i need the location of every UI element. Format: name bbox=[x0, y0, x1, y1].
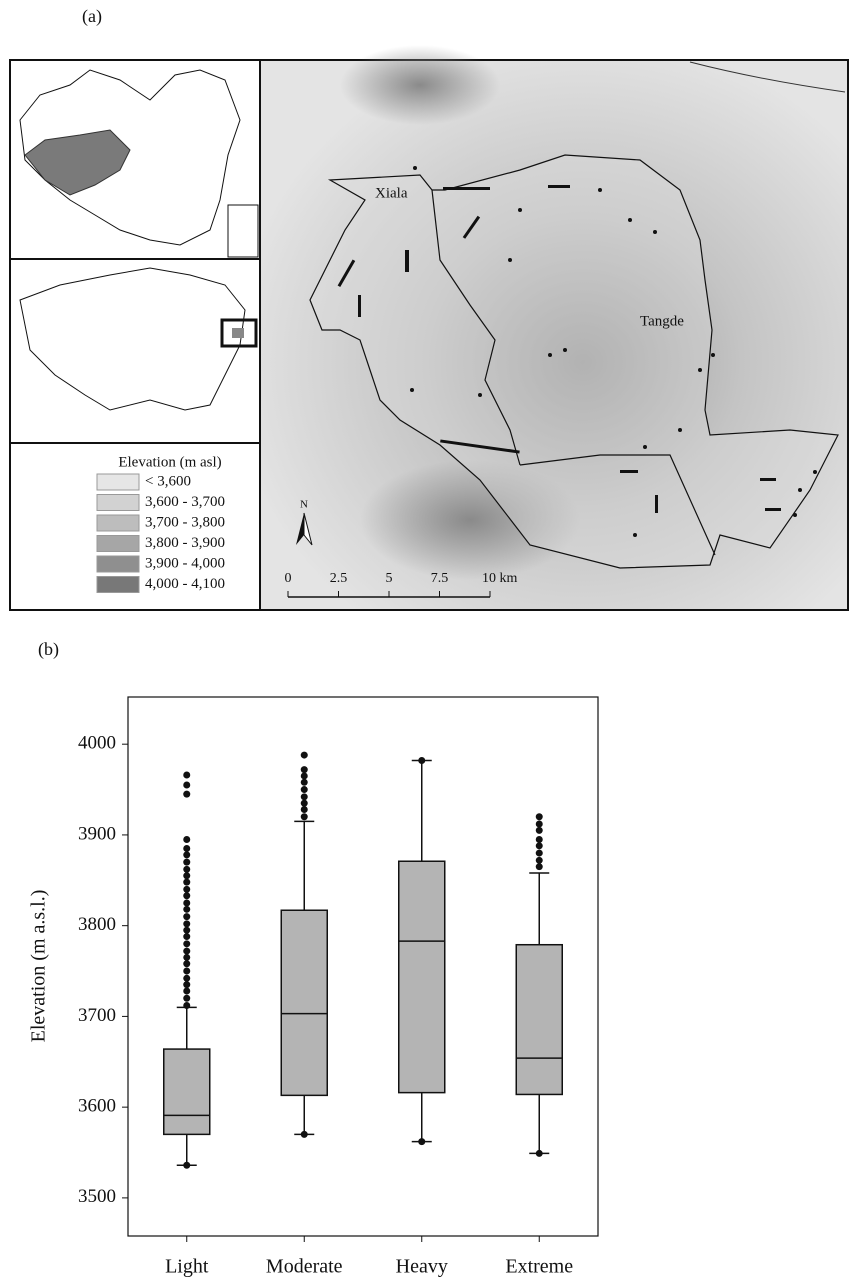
outlier bbox=[183, 886, 190, 893]
legend-label: 3,900 - 4,000 bbox=[145, 555, 225, 571]
outlier bbox=[183, 845, 190, 852]
outlier bbox=[183, 772, 190, 779]
outlier bbox=[301, 800, 308, 807]
outlier bbox=[183, 988, 190, 995]
x-tick-label: Extreme bbox=[505, 1256, 573, 1278]
legend-title: Elevation (m asl) bbox=[118, 454, 221, 470]
outlier bbox=[536, 857, 543, 864]
y-tick-label: 3800 bbox=[78, 914, 116, 935]
outlier bbox=[301, 752, 308, 759]
outlier bbox=[183, 948, 190, 955]
legend-swatch bbox=[97, 556, 139, 572]
scale-label: 2.5 bbox=[330, 571, 348, 586]
legend-swatch bbox=[97, 495, 139, 511]
x-tick-label: Heavy bbox=[396, 1256, 448, 1278]
legend-label: 4,000 - 4,100 bbox=[145, 576, 225, 592]
box bbox=[281, 910, 327, 1095]
y-tick-label: 3600 bbox=[78, 1096, 116, 1117]
region-label: Tangde bbox=[640, 313, 684, 329]
figure: (a) (b) Xiala Tangde N 02.557.510 bbox=[0, 0, 849, 1286]
scale-label: 0 bbox=[285, 571, 292, 586]
scale-label: 10 km bbox=[482, 571, 518, 586]
outlier bbox=[183, 836, 190, 843]
box bbox=[164, 1049, 210, 1134]
outlier bbox=[536, 842, 543, 849]
outlier bbox=[183, 866, 190, 873]
legend-swatch bbox=[97, 474, 139, 490]
outlier bbox=[536, 827, 543, 834]
outlier bbox=[183, 960, 190, 967]
outlier bbox=[183, 927, 190, 934]
y-tick-label: 3500 bbox=[78, 1186, 116, 1207]
legend-label: < 3,600 bbox=[145, 473, 191, 489]
outlier bbox=[183, 995, 190, 1002]
page: (a) (b) Xiala Tangde N 02.557.510 bbox=[0, 0, 849, 1286]
legend-label: 3,700 - 3,800 bbox=[145, 514, 225, 530]
outlier bbox=[183, 1162, 190, 1169]
outlier bbox=[183, 954, 190, 961]
outlier bbox=[536, 836, 543, 843]
outlier bbox=[183, 791, 190, 798]
outlier bbox=[183, 975, 190, 982]
x-tick-label: Moderate bbox=[266, 1256, 343, 1278]
legend-label: 3,800 - 3,900 bbox=[145, 535, 225, 551]
box bbox=[516, 945, 562, 1095]
outlier bbox=[183, 1002, 190, 1009]
outlier bbox=[183, 851, 190, 858]
region-label: Xiala bbox=[375, 185, 408, 201]
outlier bbox=[301, 779, 308, 786]
outlier bbox=[183, 940, 190, 947]
outlier bbox=[418, 757, 425, 764]
outlier bbox=[183, 892, 190, 899]
outlier bbox=[183, 782, 190, 789]
outlier bbox=[183, 920, 190, 927]
outlier bbox=[301, 813, 308, 820]
outlier bbox=[301, 786, 308, 793]
legend-swatch bbox=[97, 577, 139, 593]
outlier bbox=[183, 913, 190, 920]
study-area bbox=[232, 328, 244, 338]
outlier bbox=[301, 1131, 308, 1138]
outlier bbox=[536, 1150, 543, 1157]
relief bbox=[340, 45, 500, 125]
panel-label: (a) bbox=[82, 6, 102, 27]
outlier bbox=[183, 933, 190, 940]
y-tick-label: 3700 bbox=[78, 1005, 116, 1026]
outlier bbox=[536, 813, 543, 820]
outlier bbox=[183, 968, 190, 975]
outlier bbox=[183, 872, 190, 879]
outlier bbox=[183, 906, 190, 913]
legend-swatch bbox=[97, 515, 139, 531]
outlier bbox=[418, 1138, 425, 1145]
y-tick-label: 3900 bbox=[78, 823, 116, 844]
outlier bbox=[301, 793, 308, 800]
box bbox=[399, 861, 445, 1092]
outlier bbox=[183, 859, 190, 866]
x-tick-label: Light bbox=[165, 1256, 209, 1278]
outlier bbox=[301, 766, 308, 773]
scale-label: 5 bbox=[386, 571, 393, 586]
y-tick-label: 4000 bbox=[78, 733, 116, 754]
outlier bbox=[536, 850, 543, 857]
outlier bbox=[536, 863, 543, 870]
legend-swatch bbox=[97, 536, 139, 552]
outlier bbox=[183, 879, 190, 886]
outlier bbox=[536, 821, 543, 828]
scale-label: 7.5 bbox=[431, 571, 449, 586]
y-axis-title: Elevation (m a.s.l.) bbox=[28, 890, 50, 1043]
outlier bbox=[183, 899, 190, 906]
panel-label: (b) bbox=[38, 639, 59, 660]
outlier bbox=[301, 806, 308, 813]
outlier bbox=[183, 981, 190, 988]
north-label: N bbox=[300, 499, 308, 511]
outlier bbox=[301, 772, 308, 779]
legend-label: 3,600 - 3,700 bbox=[145, 494, 225, 510]
